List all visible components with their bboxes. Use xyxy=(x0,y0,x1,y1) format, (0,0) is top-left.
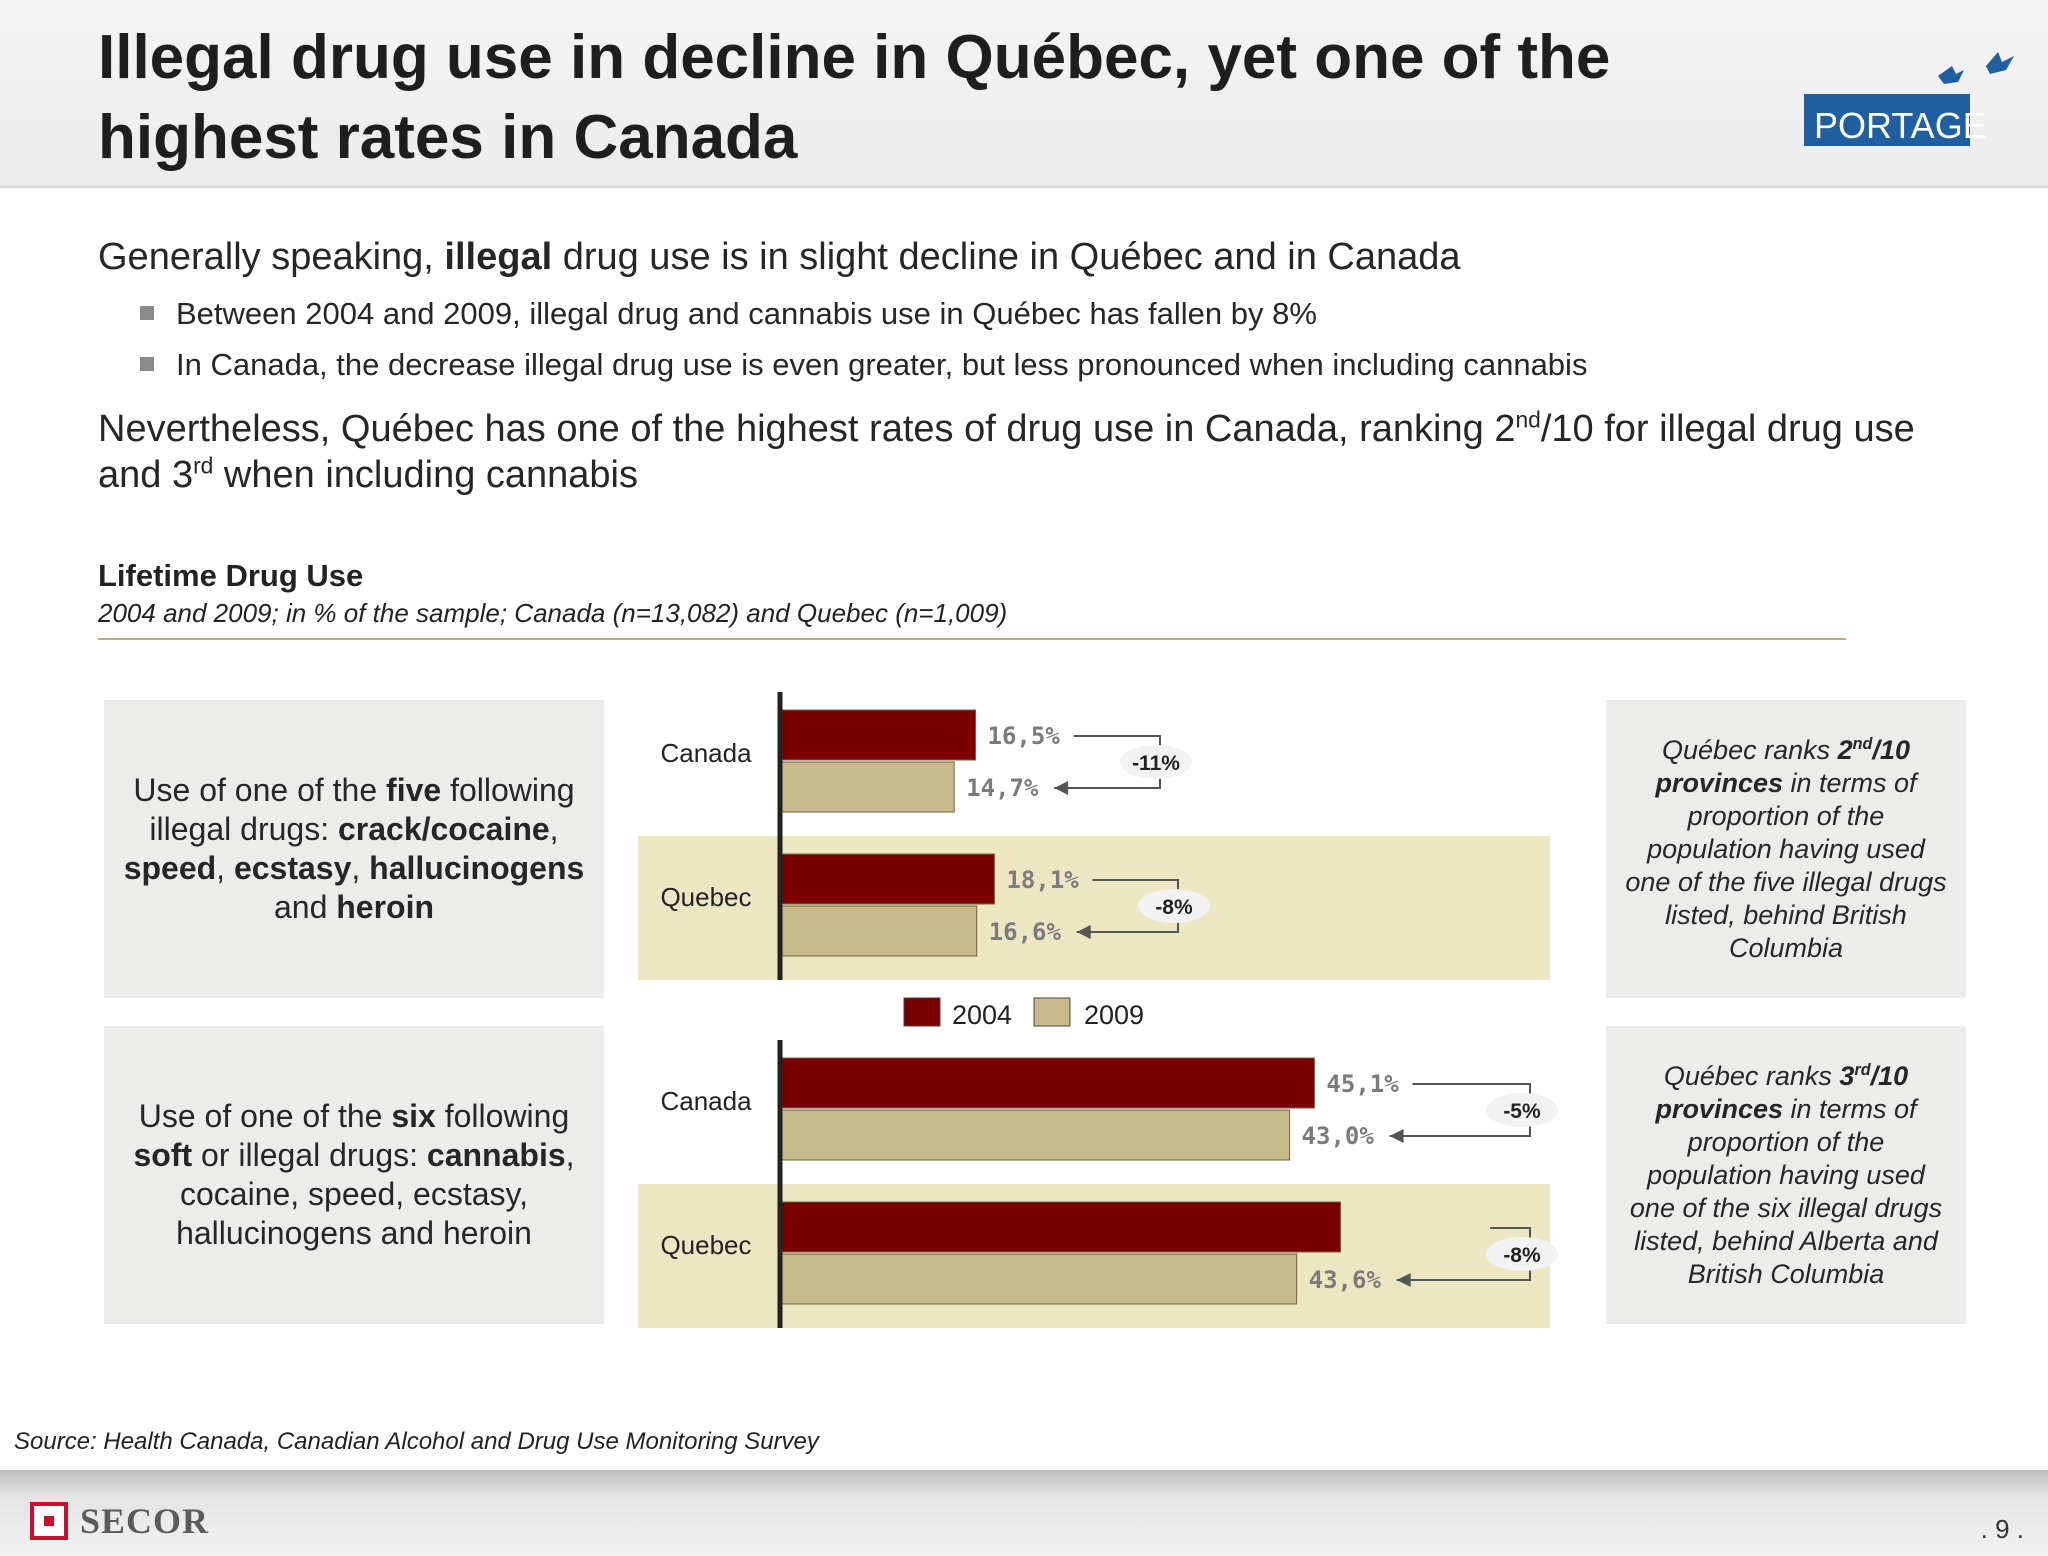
bar-2009 xyxy=(779,905,978,957)
legend-swatch-2009 xyxy=(1033,997,1071,1027)
arrow-head-icon xyxy=(1076,925,1091,939)
bird-icon xyxy=(1938,66,1964,84)
page-title: Illegal drug use in decline in Québec, y… xyxy=(98,23,1611,172)
bar-2009 xyxy=(779,761,955,813)
legend-label-2009: 2009 xyxy=(1084,1000,1144,1030)
bullet-2: In Canada, the decrease illegal drug use… xyxy=(140,345,1587,385)
value-label: 18,1% xyxy=(1006,866,1079,894)
divider xyxy=(98,638,1846,640)
secor-logo: SECOR xyxy=(30,1500,209,1542)
change-badge xyxy=(1138,889,1210,923)
category-label: Quebec xyxy=(660,882,751,912)
chart-subtitle: 2004 and 2009; in % of the sample; Canad… xyxy=(98,598,1008,628)
description-box-six-drugs: Use of one of the six following soft or … xyxy=(104,1026,604,1324)
change-label: -11% xyxy=(1132,752,1180,775)
arrow-head-icon xyxy=(1054,781,1069,795)
category-label: Quebec xyxy=(660,1230,751,1260)
value-label: 16,6% xyxy=(989,918,1062,946)
footer-band xyxy=(0,1470,2048,1556)
bar-2004 xyxy=(779,1201,1342,1253)
ranking-box-five-drugs: Québec ranks 2nd/10 provinces in terms o… xyxy=(1606,700,1966,998)
change-badge xyxy=(1120,745,1192,779)
value-label: 43,6% xyxy=(1309,1266,1382,1294)
change-badge xyxy=(1486,1237,1558,1271)
change-label: -8% xyxy=(1155,896,1193,919)
value-label: 16,5% xyxy=(988,722,1061,750)
source-note: Source: Health Canada, Canadian Alcohol … xyxy=(14,1428,819,1455)
portage-logo: PORTAGE xyxy=(1800,48,2040,148)
change-label: -5% xyxy=(1503,1100,1541,1123)
category-label: Canada xyxy=(660,738,752,768)
ranking-box-six-drugs: Québec ranks 3rd/10 provinces in terms o… xyxy=(1606,1026,1966,1324)
chart-title: Lifetime Drug Use xyxy=(98,558,364,593)
value-label: 45,1% xyxy=(1326,1070,1399,1098)
arrow-head-icon xyxy=(1389,1129,1404,1143)
legend-swatch-2004 xyxy=(903,997,941,1027)
page-number: . 9 . xyxy=(1980,1514,2024,1544)
legend-label-2004: 2004 xyxy=(952,1000,1012,1030)
bar-2004 xyxy=(779,853,995,905)
intro-line-1: Generally speaking, illegal drug use is … xyxy=(98,236,1461,278)
bar-2004 xyxy=(779,1057,1315,1109)
bullet-square-icon xyxy=(140,305,154,320)
bar-2004 xyxy=(779,709,977,761)
bullet-1: Between 2004 and 2009, illegal drug and … xyxy=(140,294,1317,334)
arrow-head-icon xyxy=(1396,1273,1411,1287)
logo-text: PORTAGE xyxy=(1814,105,1987,146)
secor-mark-icon xyxy=(30,1502,68,1540)
intro-line-2: Nevertheless, Québec has one of the high… xyxy=(98,406,1915,496)
bar-2009 xyxy=(779,1253,1298,1305)
change-badge xyxy=(1486,1093,1558,1127)
value-label: 43,0% xyxy=(1302,1122,1375,1150)
category-label: Canada xyxy=(660,1086,752,1116)
quebec-band xyxy=(638,836,1550,980)
header-band: Illegal drug use in decline in Québec, y… xyxy=(0,0,2048,188)
bullet-square-icon xyxy=(140,356,154,371)
bird-icon-2 xyxy=(1986,52,2014,74)
description-box-five-drugs: Use of one of the five following illegal… xyxy=(104,700,604,998)
bar-2009 xyxy=(779,1109,1291,1161)
change-label: -8% xyxy=(1503,1244,1541,1267)
value-label: 14,7% xyxy=(966,774,1039,802)
